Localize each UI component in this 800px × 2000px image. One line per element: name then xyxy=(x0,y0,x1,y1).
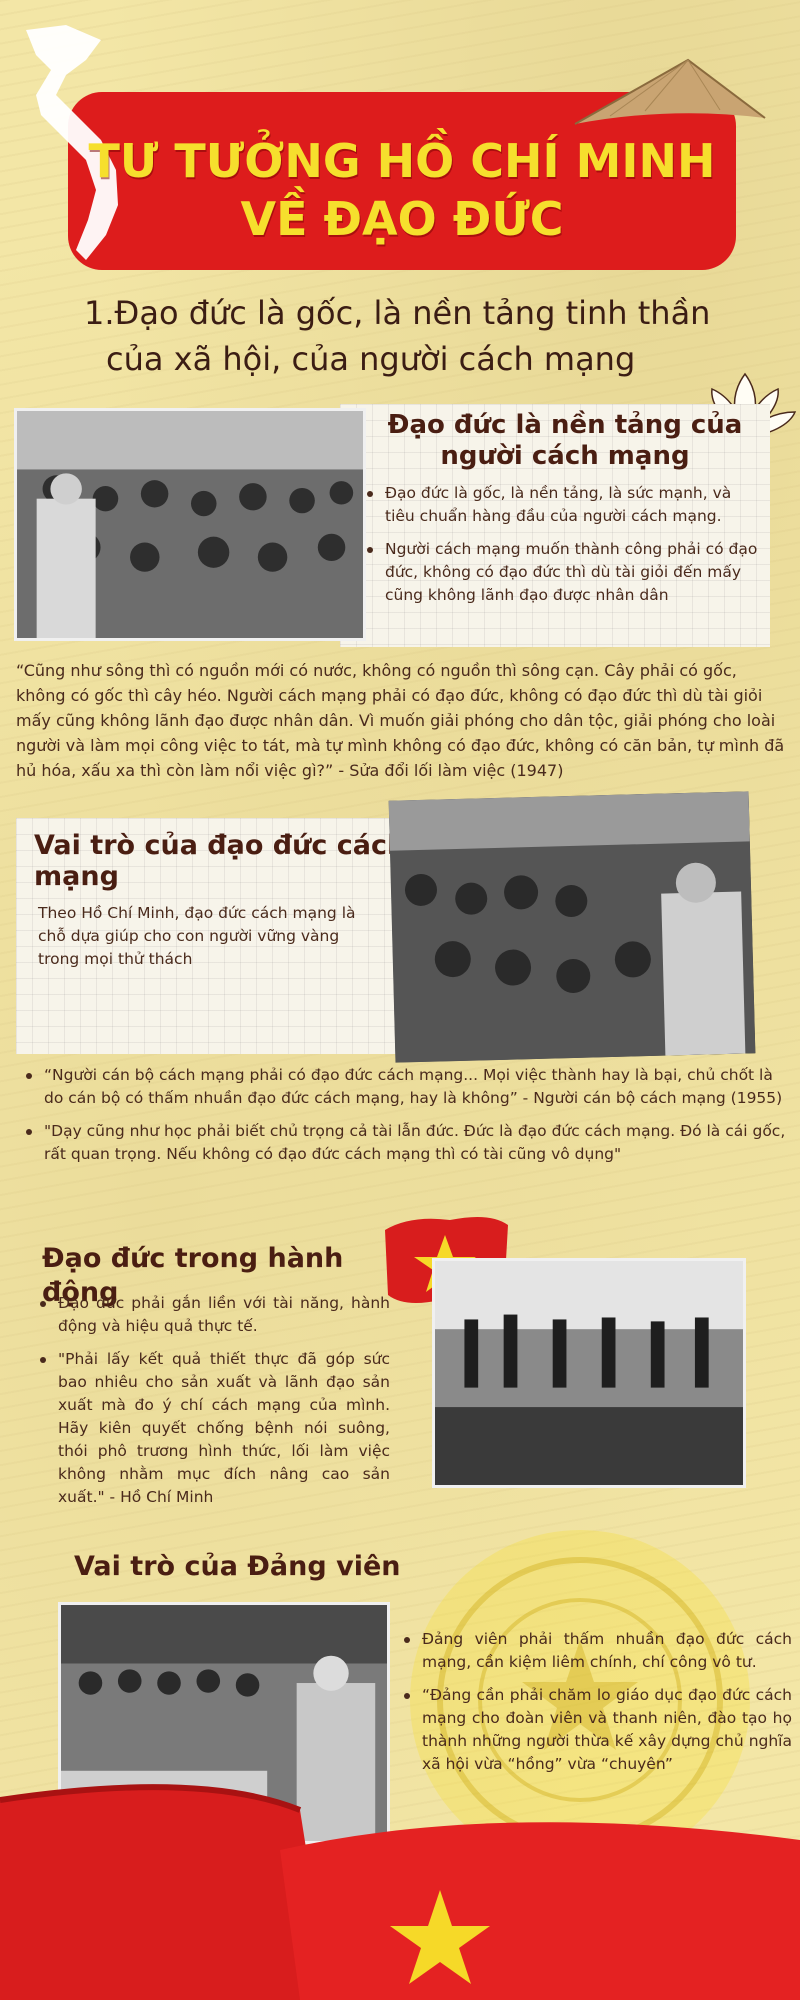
section-1-card xyxy=(340,404,770,647)
section-2-card xyxy=(16,818,416,1054)
conical-hat-icon xyxy=(574,58,766,125)
seal-icon xyxy=(410,1530,750,1870)
section-4-bullet-list: Đảng viên phải thấm nhuần đạo đức cách m… xyxy=(402,1628,792,1786)
section-1-heading: 1.Đạo đức là gốc, là nền tảng tinh thần … xyxy=(84,290,790,382)
section-2-title-line-1: Vai trò của đạo đức cách xyxy=(34,830,407,861)
section-1-bullet-list: Đạo đức là gốc, là nền tảng, là sức mạnh… xyxy=(365,482,765,617)
section-1-heading-line-2: của xã hội, của người cách mạng xyxy=(106,340,636,378)
title-line-1: TƯ TƯỞNG HỒ CHÍ MINH xyxy=(88,134,716,188)
section-1-card-title-line-2: người cách mạng xyxy=(440,441,690,471)
section-4-title: Vai trò của Đảng viên xyxy=(74,1551,401,1582)
section-3-title: Đạo đức trong hành động xyxy=(42,1243,344,1308)
section-2-bullet: "Dạy cũng như học phải biết chủ trọng cả… xyxy=(24,1120,790,1166)
section-3-bullet-list: Đạo đức phải gắn liền với tài năng, hành… xyxy=(38,1292,390,1519)
section-1-quote: “Cũng như sông thì có nguồn mới có nước,… xyxy=(16,661,785,780)
page-title: TƯ TƯỞNG HỒ CHÍ MINH VỀ ĐẠO ĐỨC xyxy=(68,132,736,248)
section-1-bullet: Đạo đức là gốc, là nền tảng, là sức mạnh… xyxy=(365,482,765,528)
section-1-heading-line-1: 1.Đạo đức là gốc, là nền tảng tinh thần xyxy=(84,294,711,332)
section-3-bullet: Đạo đức phải gắn liền với tài năng, hành… xyxy=(38,1292,390,1338)
title-banner xyxy=(68,92,736,270)
section-2-title-line-2: mạng xyxy=(34,861,119,892)
photo-children xyxy=(388,791,756,1063)
section-4-bullet: Đảng viên phải thấm nhuần đạo đức cách m… xyxy=(402,1628,792,1674)
vietnam-map-icon xyxy=(26,25,118,260)
section-4-bullet: “Đảng cần phải chăm lo giáo dục đạo đức … xyxy=(402,1684,792,1776)
section-2-bullet-list: “Người cán bộ cách mạng phải có đạo đức … xyxy=(24,1064,790,1176)
title-line-2: VỀ ĐẠO ĐỨC xyxy=(240,192,564,246)
section-1-bullet: Người cách mạng muốn thành công phải có … xyxy=(365,538,765,607)
section-1-card-title: Đạo đức là nền tảng của người cách mạng xyxy=(360,410,770,472)
photo-labor xyxy=(432,1258,746,1488)
section-3-bullet: "Phải lấy kết quả thiết thực đã góp sức … xyxy=(38,1348,390,1509)
flag-icon xyxy=(0,1784,800,2000)
photo-crowd-1 xyxy=(14,408,366,641)
section-2-text: Theo Hồ Chí Minh, đạo đức cách mạng là c… xyxy=(38,904,356,968)
section-2-bullet: “Người cán bộ cách mạng phải có đạo đức … xyxy=(24,1064,790,1110)
section-2-title: Vai trò của đạo đức cách mạng xyxy=(34,830,414,892)
section-1-card-title-line-1: Đạo đức là nền tảng của xyxy=(387,410,743,440)
